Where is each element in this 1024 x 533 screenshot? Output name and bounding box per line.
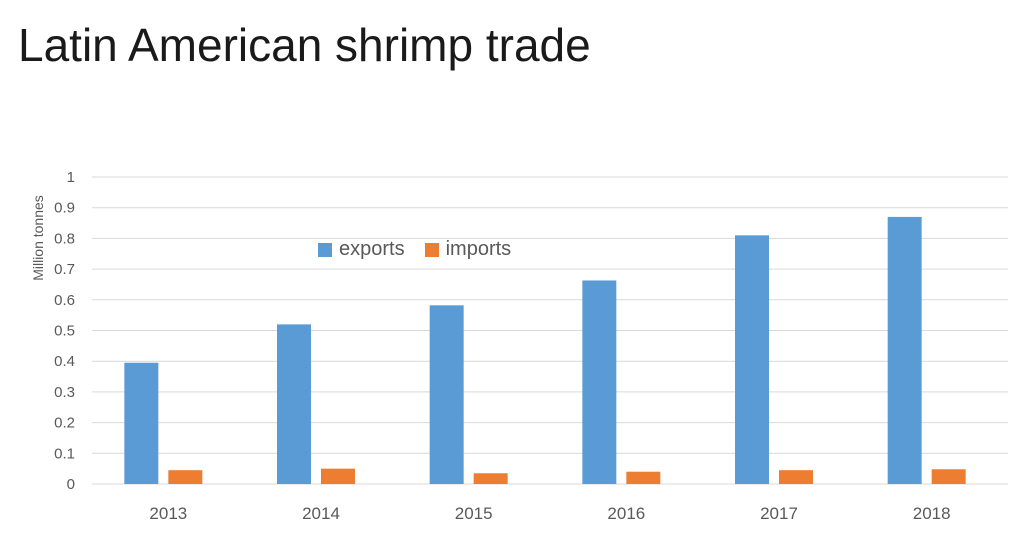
y-axis-title: Million tonnes [30, 195, 46, 281]
y-axis-tick-labels: 0 0.1 0.2 0.3 0.4 0.5 0.6 0.7 0.8 0.9 1 [54, 169, 75, 493]
legend-swatch-imports [424, 242, 439, 257]
chart-legend: exports imports [318, 238, 511, 261]
slide-title: Latin American shrimp trade [18, 19, 591, 71]
bar-exports-2018 [887, 216, 922, 484]
legend-item-exports: exports [318, 238, 405, 261]
bar-exports-2014 [277, 324, 311, 484]
bar-imports-2017 [779, 470, 813, 484]
y-tick-label: 0.7 [54, 261, 75, 278]
gridlines [92, 176, 1008, 485]
y-tick-label: 0 [67, 476, 75, 493]
y-tick-label: 1 [67, 169, 75, 186]
bar-imports-2013 [168, 470, 203, 484]
x-tick-label: 2014 [302, 504, 340, 523]
bar-imports-2014 [321, 468, 355, 484]
y-tick-label: 0.2 [54, 415, 75, 432]
bar-exports-2017 [735, 235, 769, 484]
legend-label-exports: exports [339, 238, 405, 260]
legend-swatch-exports [318, 242, 332, 257]
bar-exports-2013 [124, 362, 159, 484]
y-tick-label: 0.3 [54, 384, 75, 401]
legend-label-imports: imports [445, 238, 512, 260]
x-tick-label: 2018 [913, 504, 951, 523]
x-tick-label: 2013 [149, 504, 187, 523]
y-tick-label: 0.4 [54, 353, 75, 370]
bar-imports-2018 [931, 469, 966, 484]
y-tick-label: 0.5 [54, 323, 75, 340]
y-tick-label: 0.1 [54, 445, 75, 462]
x-tick-label: 2015 [455, 504, 493, 523]
y-tick-label: 0.8 [54, 230, 75, 247]
legend-item-imports: imports [424, 238, 512, 261]
x-tick-label: 2016 [607, 504, 645, 523]
bars [124, 216, 966, 484]
bar-exports-2015 [429, 305, 464, 484]
y-tick-label: 0.9 [54, 200, 75, 217]
bar-exports-2016 [582, 280, 617, 484]
y-tick-label: 0.6 [54, 292, 75, 309]
x-axis-tick-labels: 2013 2014 2015 2016 2017 2018 [149, 504, 950, 523]
bar-imports-2015 [473, 473, 508, 484]
bar-imports-2016 [626, 471, 661, 484]
x-tick-label: 2017 [760, 504, 798, 523]
